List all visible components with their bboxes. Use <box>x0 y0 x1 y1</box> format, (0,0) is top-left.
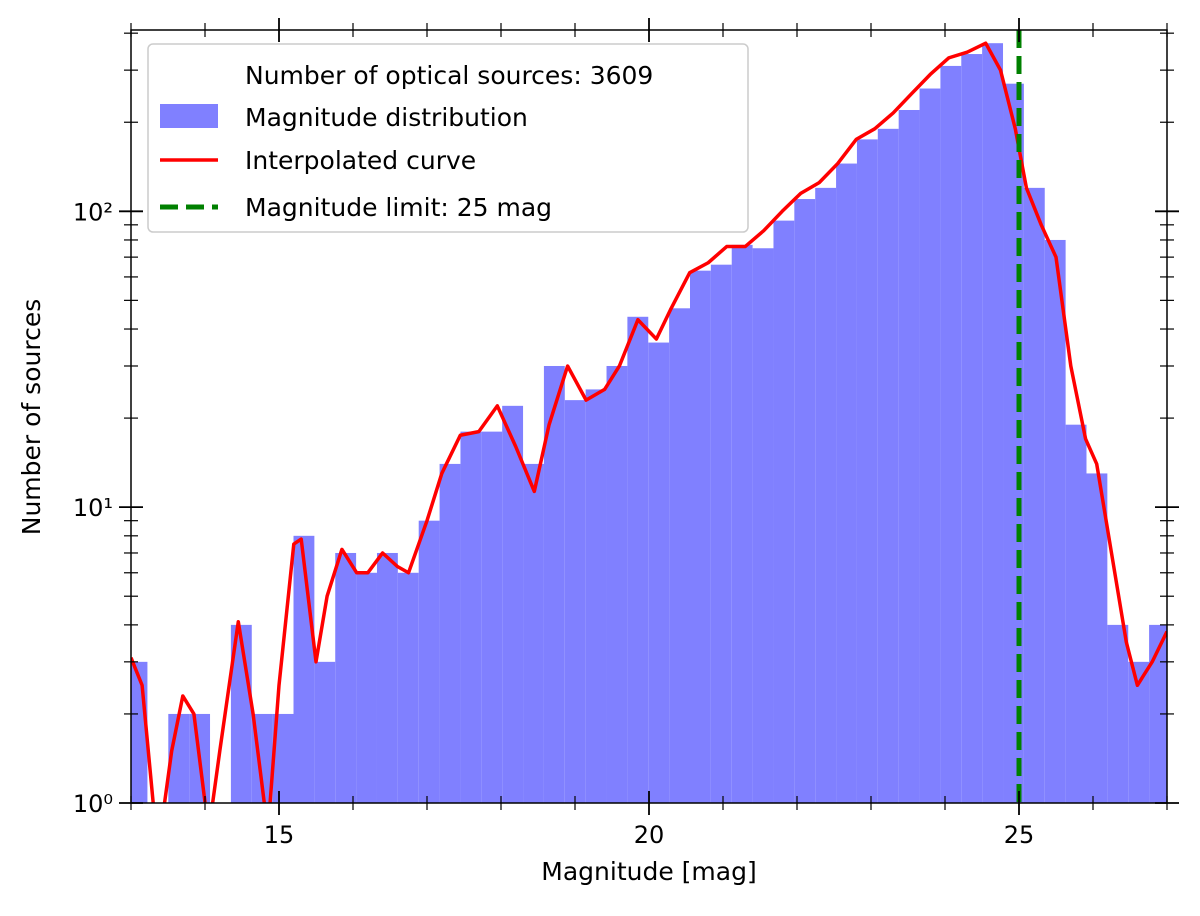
bar <box>919 88 941 803</box>
bar <box>335 552 357 803</box>
bar <box>1044 239 1066 803</box>
bar <box>543 365 565 803</box>
bar <box>418 520 440 803</box>
bar <box>815 187 837 803</box>
y-tick-label: 10² <box>73 198 113 226</box>
bar <box>1086 473 1108 803</box>
bar <box>627 316 649 803</box>
bar <box>731 244 753 803</box>
bar <box>982 43 1004 803</box>
bar <box>773 220 795 803</box>
bar <box>1065 424 1087 803</box>
bar <box>356 572 377 803</box>
y-tick-label: 10⁰ <box>73 790 113 818</box>
bar <box>940 65 962 803</box>
axes: 15 20 25 10⁰ 10¹ 10² <box>73 18 1179 849</box>
bar <box>856 139 878 803</box>
bar <box>376 552 398 803</box>
x-tick-label: 20 <box>634 821 665 849</box>
bar <box>131 661 148 803</box>
bar <box>689 270 711 803</box>
legend-note: Number of optical sources: 3609 <box>245 61 653 90</box>
x-axis-label: Magnitude [mag] <box>541 857 756 886</box>
bar <box>794 199 816 803</box>
bar <box>564 400 586 803</box>
bar <box>669 308 690 803</box>
bar <box>502 405 524 803</box>
bar <box>1128 661 1150 803</box>
legend-box <box>147 43 749 233</box>
x-tick-label: 15 <box>264 821 295 849</box>
bar <box>439 463 461 803</box>
bar <box>898 109 920 803</box>
bar <box>585 389 607 803</box>
legend-label: Magnitude distribution <box>245 103 528 132</box>
bar <box>314 661 336 803</box>
bar <box>1023 187 1045 803</box>
interpolated-curve <box>131 41 1167 803</box>
bar <box>481 431 503 803</box>
bar <box>1107 624 1129 803</box>
bar <box>710 264 732 803</box>
bar <box>1003 83 1024 803</box>
bar <box>523 463 544 803</box>
legend: Number of optical sources: 3609 Magnitud… <box>147 43 749 233</box>
legend-label: Magnitude limit: 25 mag <box>245 193 552 222</box>
bar <box>648 342 670 803</box>
legend-label: Interpolated curve <box>245 146 476 175</box>
bar <box>836 163 857 803</box>
bar <box>961 54 983 803</box>
y-tick-label: 10¹ <box>73 494 113 522</box>
bar <box>877 128 899 803</box>
x-tick-label: 25 <box>1004 821 1035 849</box>
plot-area <box>131 30 1167 803</box>
bar <box>397 572 419 803</box>
bar <box>1149 624 1167 803</box>
bar <box>606 365 628 803</box>
y-axis-label: Number of sources <box>17 299 46 535</box>
bar <box>752 248 774 803</box>
bar <box>272 713 294 803</box>
legend-swatch <box>160 104 218 128</box>
bar <box>460 431 482 803</box>
